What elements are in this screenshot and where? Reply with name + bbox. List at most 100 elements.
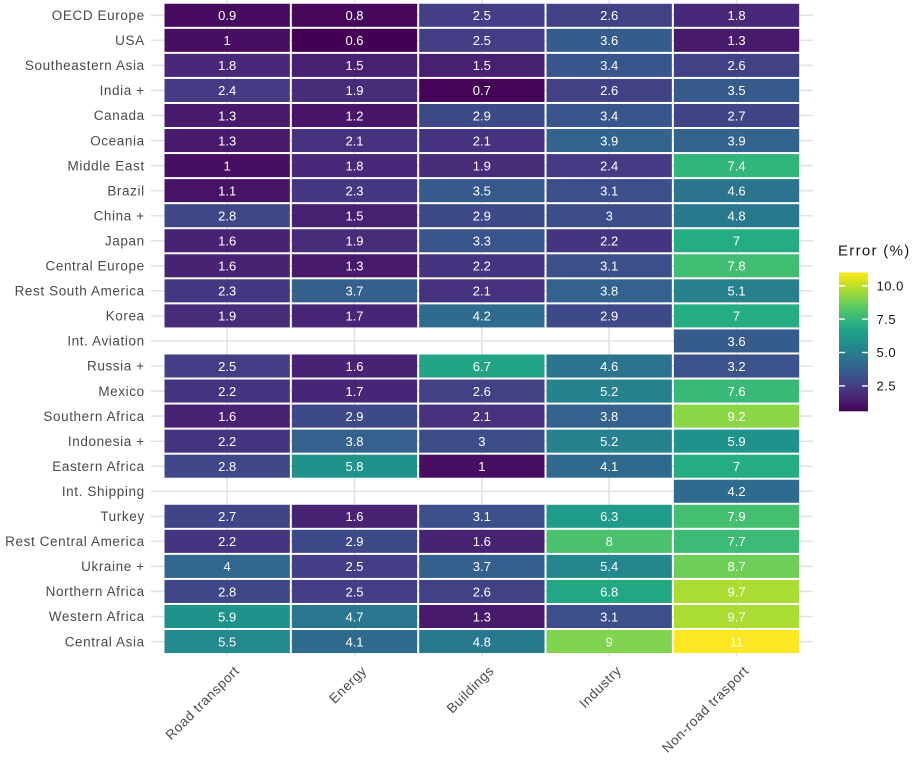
svg-text:1.9: 1.9 — [345, 234, 363, 249]
svg-text:2.1: 2.1 — [473, 409, 491, 424]
svg-text:3: 3 — [478, 434, 485, 449]
svg-text:Russia +: Russia + — [87, 359, 145, 374]
svg-text:5.0: 5.0 — [877, 345, 897, 360]
svg-text:8: 8 — [606, 534, 613, 549]
svg-text:1.5: 1.5 — [345, 209, 363, 224]
svg-text:7.8: 7.8 — [727, 259, 745, 274]
svg-text:Int. Shipping: Int. Shipping — [62, 484, 145, 499]
svg-text:0.6: 0.6 — [345, 33, 363, 48]
svg-text:Central Europe: Central Europe — [45, 259, 144, 274]
svg-text:1.5: 1.5 — [473, 58, 491, 73]
svg-text:2.6: 2.6 — [600, 8, 618, 23]
svg-text:5.4: 5.4 — [600, 559, 618, 574]
svg-text:1.9: 1.9 — [345, 83, 363, 98]
svg-text:Middle East: Middle East — [68, 158, 145, 173]
svg-text:Turkey: Turkey — [100, 509, 144, 524]
svg-text:1.3: 1.3 — [218, 133, 236, 148]
svg-text:2.6: 2.6 — [473, 384, 491, 399]
svg-text:1.8: 1.8 — [345, 158, 363, 173]
svg-text:9.2: 9.2 — [727, 409, 745, 424]
svg-text:1.3: 1.3 — [727, 33, 745, 48]
svg-text:7.4: 7.4 — [727, 158, 745, 173]
svg-text:Central Asia: Central Asia — [65, 634, 145, 649]
svg-text:Southern Africa: Southern Africa — [43, 409, 144, 424]
svg-text:4.6: 4.6 — [600, 359, 618, 374]
svg-text:Korea: Korea — [106, 309, 145, 324]
svg-text:3.1: 3.1 — [600, 259, 618, 274]
svg-text:3.1: 3.1 — [600, 183, 618, 198]
svg-text:7: 7 — [733, 459, 740, 474]
svg-text:2.1: 2.1 — [473, 284, 491, 299]
svg-text:3.4: 3.4 — [600, 58, 618, 73]
svg-text:5.2: 5.2 — [600, 384, 618, 399]
svg-text:3.9: 3.9 — [600, 133, 618, 148]
svg-text:4.1: 4.1 — [345, 634, 363, 649]
svg-text:1.6: 1.6 — [345, 359, 363, 374]
svg-text:3.8: 3.8 — [600, 284, 618, 299]
svg-text:Western Africa: Western Africa — [49, 609, 145, 624]
svg-text:0.9: 0.9 — [218, 8, 236, 23]
svg-text:6.7: 6.7 — [473, 359, 491, 374]
svg-text:2.8: 2.8 — [218, 584, 236, 599]
svg-text:2.3: 2.3 — [345, 183, 363, 198]
svg-text:6.8: 6.8 — [600, 584, 618, 599]
svg-text:1.3: 1.3 — [345, 259, 363, 274]
svg-text:5.9: 5.9 — [727, 434, 745, 449]
svg-text:2.5: 2.5 — [218, 359, 236, 374]
svg-text:1.9: 1.9 — [218, 309, 236, 324]
svg-text:2.2: 2.2 — [218, 384, 236, 399]
svg-text:2.5: 2.5 — [473, 8, 491, 23]
svg-text:1: 1 — [478, 459, 485, 474]
svg-text:Rest South America: Rest South America — [15, 284, 145, 299]
svg-text:7.9: 7.9 — [727, 509, 745, 524]
svg-text:2.2: 2.2 — [218, 534, 236, 549]
svg-text:3.1: 3.1 — [473, 509, 491, 524]
svg-text:0.7: 0.7 — [473, 83, 491, 98]
svg-text:2.6: 2.6 — [600, 83, 618, 98]
svg-text:5.2: 5.2 — [600, 434, 618, 449]
svg-text:China +: China + — [94, 208, 145, 223]
svg-text:7.5: 7.5 — [877, 312, 897, 327]
svg-text:3.6: 3.6 — [727, 334, 745, 349]
svg-text:Canada: Canada — [94, 108, 145, 123]
svg-text:Mexico: Mexico — [98, 384, 144, 399]
svg-text:2.6: 2.6 — [473, 584, 491, 599]
svg-text:2.9: 2.9 — [473, 209, 491, 224]
svg-text:1.6: 1.6 — [345, 509, 363, 524]
svg-text:Japan: Japan — [105, 233, 145, 248]
svg-text:2.5: 2.5 — [473, 33, 491, 48]
svg-text:4.8: 4.8 — [727, 209, 745, 224]
svg-text:1.5: 1.5 — [345, 58, 363, 73]
svg-text:6.3: 6.3 — [600, 509, 618, 524]
svg-text:1.7: 1.7 — [345, 384, 363, 399]
svg-text:3.5: 3.5 — [727, 83, 745, 98]
svg-text:3.2: 3.2 — [727, 359, 745, 374]
svg-text:1.7: 1.7 — [345, 309, 363, 324]
svg-text:2.4: 2.4 — [218, 83, 236, 98]
svg-text:1.2: 1.2 — [345, 108, 363, 123]
svg-text:2.8: 2.8 — [218, 459, 236, 474]
svg-text:OECD Europe: OECD Europe — [52, 8, 145, 23]
svg-text:3.4: 3.4 — [600, 108, 618, 123]
svg-text:4.8: 4.8 — [473, 634, 491, 649]
svg-text:7: 7 — [733, 234, 740, 249]
svg-text:3.8: 3.8 — [600, 409, 618, 424]
svg-text:Error (%): Error (%) — [838, 243, 911, 260]
svg-text:7.6: 7.6 — [727, 384, 745, 399]
svg-text:4.6: 4.6 — [727, 183, 745, 198]
svg-text:1: 1 — [224, 33, 231, 48]
svg-text:1.8: 1.8 — [727, 8, 745, 23]
svg-text:3.7: 3.7 — [345, 284, 363, 299]
svg-text:0.8: 0.8 — [345, 8, 363, 23]
svg-text:11: 11 — [730, 634, 744, 649]
svg-text:2.9: 2.9 — [600, 309, 618, 324]
svg-text:2.4: 2.4 — [600, 158, 618, 173]
svg-text:2.9: 2.9 — [345, 409, 363, 424]
svg-text:1.3: 1.3 — [473, 609, 491, 624]
svg-text:3.5: 3.5 — [473, 183, 491, 198]
svg-text:2.5: 2.5 — [345, 584, 363, 599]
svg-text:1.8: 1.8 — [218, 58, 236, 73]
svg-text:3.6: 3.6 — [600, 33, 618, 48]
svg-text:10.0: 10.0 — [877, 279, 904, 294]
svg-text:1.9: 1.9 — [473, 158, 491, 173]
